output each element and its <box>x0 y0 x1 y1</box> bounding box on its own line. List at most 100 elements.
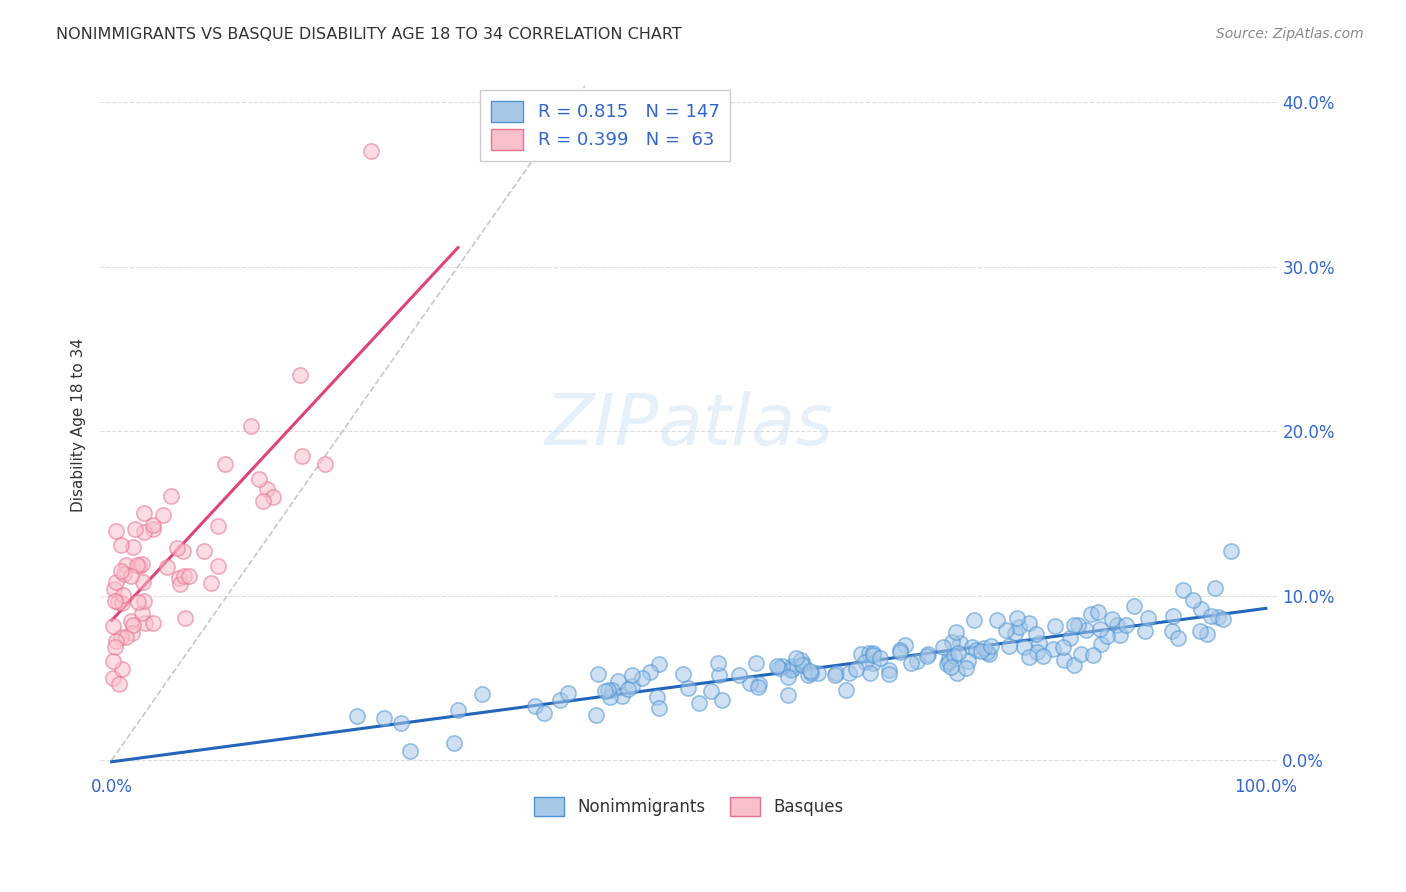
Point <box>1204 582 1226 596</box>
Point <box>214 457 236 471</box>
Point <box>110 538 132 552</box>
Point <box>557 686 579 700</box>
Point <box>710 693 733 707</box>
Point <box>114 630 136 644</box>
Point <box>862 656 884 670</box>
Point <box>1220 544 1243 558</box>
Point <box>1122 599 1144 614</box>
Point <box>169 577 191 591</box>
Point <box>1088 623 1111 637</box>
Point <box>1171 583 1194 598</box>
Point <box>207 519 229 533</box>
Point <box>593 683 616 698</box>
Point <box>112 567 135 582</box>
Point <box>1095 629 1118 643</box>
Point <box>132 574 155 589</box>
Point <box>600 683 623 698</box>
Point <box>620 667 643 681</box>
Point <box>772 658 794 673</box>
Point <box>976 645 998 659</box>
Point <box>120 614 142 628</box>
Point <box>172 544 194 558</box>
Point <box>630 671 652 685</box>
Point <box>1067 617 1090 632</box>
Point <box>1197 627 1219 641</box>
Point <box>645 690 668 704</box>
Point <box>121 625 143 640</box>
Point <box>869 651 891 665</box>
Point <box>862 648 884 663</box>
Point <box>765 659 787 673</box>
Point <box>768 661 790 675</box>
Text: Source: ZipAtlas.com: Source: ZipAtlas.com <box>1216 27 1364 41</box>
Point <box>676 681 699 695</box>
Point <box>942 649 965 664</box>
Point <box>1161 608 1184 623</box>
Point <box>120 569 142 583</box>
Point <box>169 571 191 585</box>
Point <box>1161 624 1184 639</box>
Point <box>986 613 1008 627</box>
Point <box>290 368 312 383</box>
Point <box>104 640 127 655</box>
Point <box>648 657 671 671</box>
Point <box>1167 631 1189 645</box>
Point <box>127 594 149 608</box>
Point <box>931 640 953 654</box>
Point <box>1136 611 1159 625</box>
Point <box>747 680 769 694</box>
Point <box>859 666 882 681</box>
Point <box>399 744 422 758</box>
Point <box>1018 615 1040 630</box>
Point <box>256 482 278 496</box>
Point <box>599 690 621 705</box>
Point <box>955 661 977 675</box>
Point <box>1063 657 1085 672</box>
Point <box>838 666 860 681</box>
Point <box>1101 612 1123 626</box>
Point <box>389 715 412 730</box>
Point <box>1212 612 1234 626</box>
Point <box>1087 606 1109 620</box>
Point <box>946 665 969 680</box>
Point <box>166 541 188 555</box>
Point <box>889 644 911 658</box>
Point <box>548 693 571 707</box>
Point <box>1188 624 1211 639</box>
Point <box>853 655 876 669</box>
Point <box>373 711 395 725</box>
Point <box>776 688 799 702</box>
Point <box>1070 647 1092 661</box>
Point <box>1032 649 1054 664</box>
Point <box>111 661 134 675</box>
Point <box>797 668 820 682</box>
Point <box>152 508 174 522</box>
Point <box>915 649 938 664</box>
Text: NONIMMIGRANTS VS BASQUE DISABILITY AGE 18 TO 34 CORRELATION CHART: NONIMMIGRANTS VS BASQUE DISABILITY AGE 1… <box>56 27 682 42</box>
Point <box>780 662 803 676</box>
Point <box>1105 618 1128 632</box>
Point <box>862 646 884 660</box>
Point <box>779 664 801 678</box>
Point <box>1008 620 1031 634</box>
Point <box>533 706 555 720</box>
Point <box>790 653 813 667</box>
Point <box>877 663 900 677</box>
Point <box>877 666 900 681</box>
Point <box>115 558 138 572</box>
Point <box>1042 642 1064 657</box>
Point <box>1025 627 1047 641</box>
Point <box>252 494 274 508</box>
Point <box>792 657 814 672</box>
Point <box>1018 650 1040 665</box>
Text: ZIPatlas: ZIPatlas <box>544 391 834 460</box>
Point <box>949 635 972 649</box>
Point <box>800 665 823 680</box>
Point <box>748 676 770 690</box>
Point <box>962 640 984 654</box>
Point <box>1004 625 1026 640</box>
Point <box>728 668 751 682</box>
Point <box>688 696 710 710</box>
Point <box>835 682 858 697</box>
Point <box>792 657 814 671</box>
